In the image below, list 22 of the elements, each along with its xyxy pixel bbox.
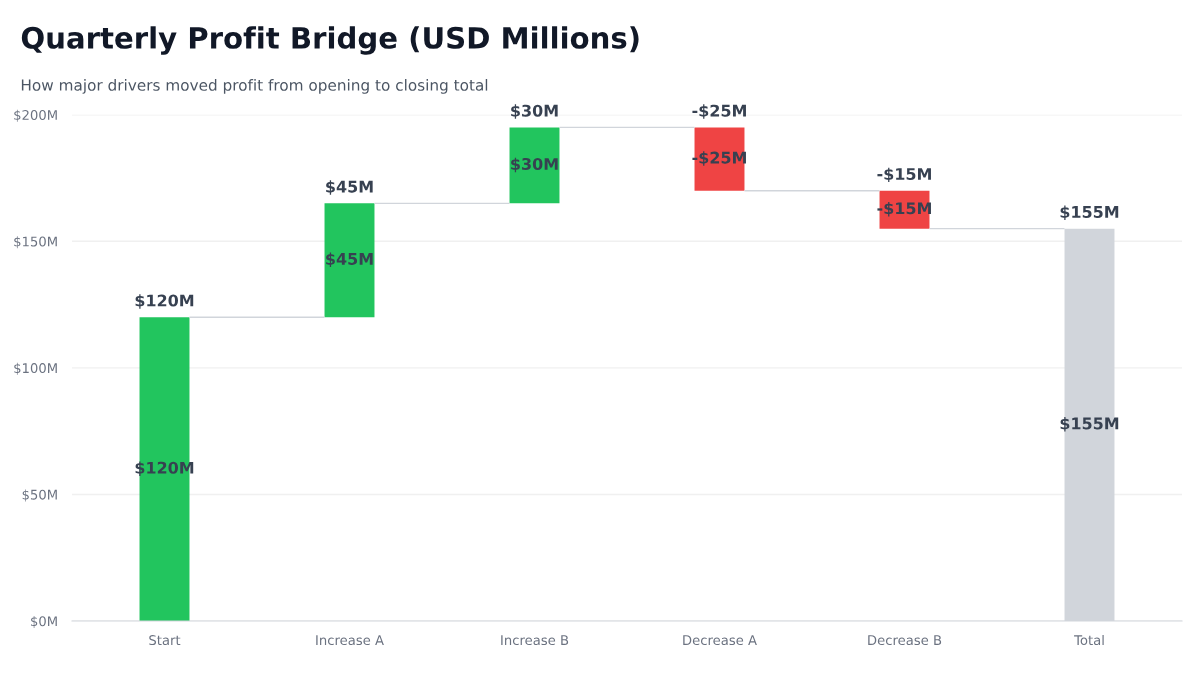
chart-title: Quarterly Profit Bridge (USD Millions): [21, 26, 639, 55]
x-tick-label: Decrease A: [683, 635, 757, 646]
data-label: $120M: [135, 294, 194, 309]
y-tick-label: $0M: [31, 615, 57, 628]
text: $30M: [511, 104, 558, 119]
data-label: $45M: [326, 252, 373, 268]
data-label: $155M: [1060, 205, 1119, 221]
x-tick-label: Total: [1074, 634, 1104, 646]
x-tick-label: Increase A: [316, 635, 384, 646]
text: -$25M: [692, 104, 746, 119]
text: -$15M: [877, 167, 931, 183]
y-tick-label: $200M: [14, 109, 57, 122]
x-tick-label: Start: [149, 635, 181, 646]
y-tick-label: $100M: [14, 362, 57, 375]
chart-subtitle: How major drivers moved profit from opening to closing total: [21, 79, 488, 94]
data-label: $30M: [511, 157, 558, 173]
text: $155M: [1060, 417, 1119, 432]
x-tick-label: Increase B: [501, 635, 569, 646]
text: $45M: [326, 180, 373, 195]
y-tick-label: $150M: [14, 236, 57, 249]
y-tick-label: $50M: [22, 489, 57, 502]
x-tick-label: Decrease B: [868, 635, 942, 646]
